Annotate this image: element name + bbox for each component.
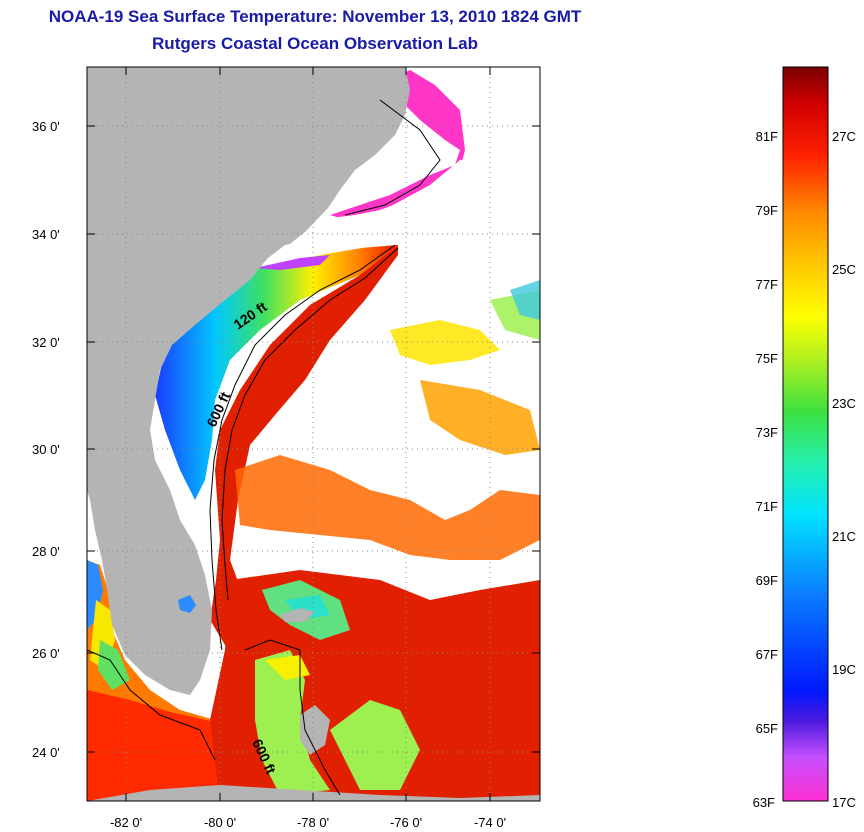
atlantic-yellow-patch [390,320,500,365]
colorbar-label-21c: 21C [832,529,856,544]
colorbar-label-17c: 17C [832,795,856,810]
lat-label-26: 26 0' [32,646,60,661]
colorbar-label-79f: 79F [756,203,778,218]
colorbar-label-73f: 73F [756,425,778,440]
colorbar-label-67f: 67F [756,647,778,662]
colorbar-label-81f: 81F [756,129,778,144]
colorbar-label-71f: 71F [756,499,778,514]
great-bahama-bank-green [255,650,330,795]
bathymetry-600ft-contour [221,247,399,601]
map-plot-area: 120 ft 600 ft 600 ft [87,67,540,801]
lon-label-74: -74 0' [474,815,506,830]
colorbar-label-19c: 19C [832,662,856,677]
colorbar-label-27c: 27C [832,129,856,144]
lon-label-80: -80 0' [204,815,236,830]
bathymetry-coastal-contour [344,99,441,216]
colorbar-celsius-labels: 27C 25C 23C 21C 19C 17C [832,129,856,810]
colorbar-label-77f: 77F [756,277,778,292]
north-cold-water [330,70,465,218]
atlantic-cool-patch [510,280,540,320]
map-ticks [87,67,540,801]
grand-bahama-island [280,608,315,622]
colorbar-label-69f: 69F [756,573,778,588]
gulf-cool-water [87,560,103,630]
cloud-patch-north [330,150,540,248]
bank-green-east [330,700,420,790]
lat-label-24: 24 0' [32,745,60,760]
colorbar-label-75f: 75F [756,351,778,366]
lon-label-82: -82 0' [110,815,142,830]
bathymetry-gulf-contour [87,649,216,761]
lat-label-28: 28 0' [32,544,60,559]
lat-lon-grid [87,67,540,801]
north-shelf-magenta [255,255,330,270]
atlantic-warm-patch-1 [235,455,540,560]
shelf-cool-water [155,245,398,500]
colorbar-label-25c: 25C [832,262,856,277]
lat-label-34: 34 0' [32,227,60,242]
lat-label-32: 32 0' [32,335,60,350]
colorbar-label-63f: 63F [753,795,775,810]
colorbar-label-65f: 65F [756,721,778,736]
colorbar-label-23c: 23C [832,396,856,411]
southeast-us-landmass [87,67,410,695]
cloud-patch-gulf-shelf [262,240,322,265]
cloud-patch-south [460,230,540,285]
lat-label-36: 36 0' [32,119,60,134]
andros-island [300,705,330,755]
map-subtitle: Rutgers Coastal Ocean Observation Lab [152,34,478,53]
bank-yellow-patch [265,655,310,680]
lat-label-30: 30 0' [32,442,60,457]
temperature-colorbar [782,66,829,802]
colorbar-fahrenheit-labels: 81F 79F 77F 75F 73F 71F 69F 67F 65F 63F [753,129,778,810]
bathymetry-120ft-contour [209,244,396,651]
map-title: NOAA-19 Sea Surface Temperature: Novembe… [48,7,582,26]
bathymetry-bahamas-contour [244,639,341,796]
lake-okeechobee [178,595,196,613]
atlantic-orange-patch [420,380,540,455]
lon-label-78: -78 0' [297,815,329,830]
gulf-warm-water [87,690,225,801]
lon-label-76: -76 0' [390,815,422,830]
